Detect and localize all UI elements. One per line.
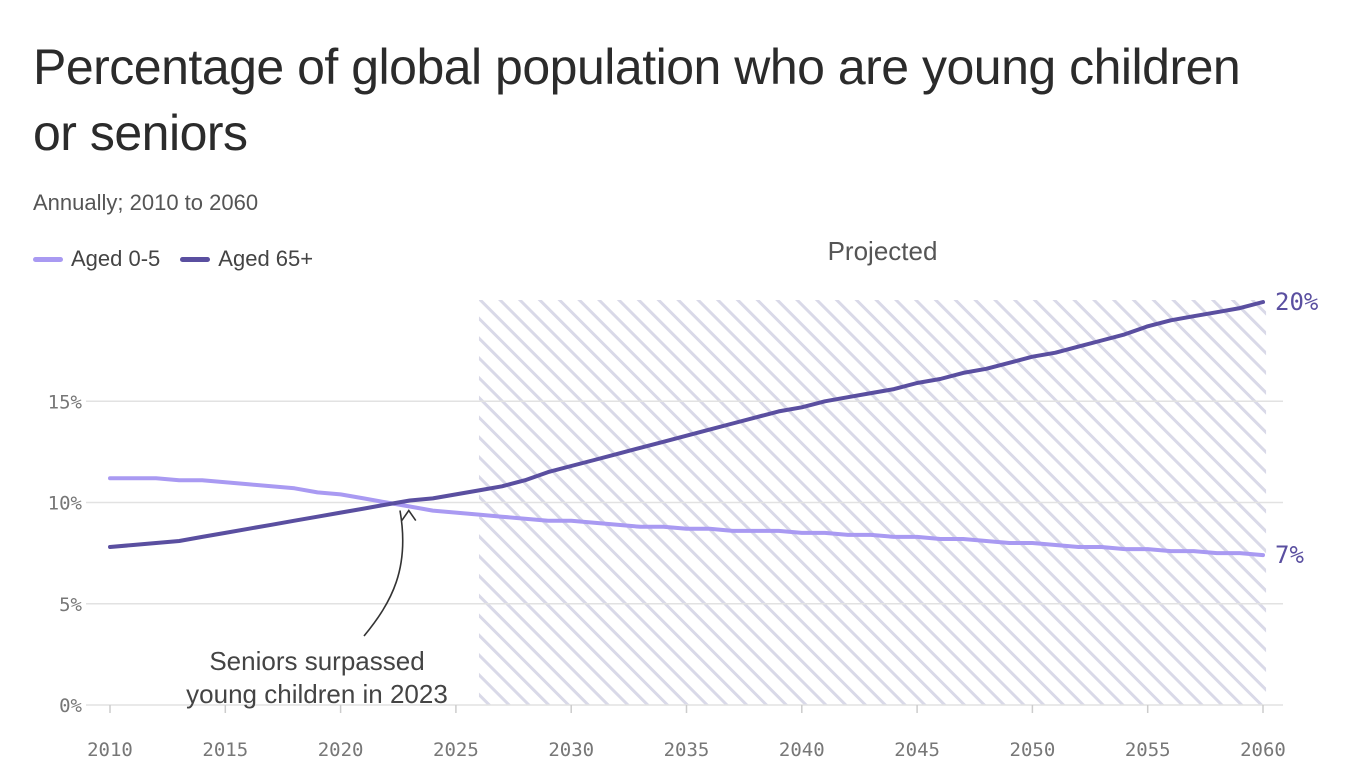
legend-item-aged-65-plus: Aged 65+ (180, 246, 313, 272)
projected-region: Projected (478, 236, 1267, 705)
grid-lines (86, 400, 1283, 706)
end-label-0: 7% (1275, 541, 1304, 569)
y-axis: 0% 5% 10% 15% (48, 391, 83, 717)
x-tick-label: 2045 (894, 739, 940, 761)
annotation-text: Seniors surpassed (209, 646, 424, 676)
x-tick-label: 2035 (664, 739, 710, 761)
legend-swatch-aged-65-plus (180, 256, 211, 262)
chart-title: Percentage of global population who are … (33, 39, 1241, 161)
end-label-1: 20% (1275, 288, 1319, 316)
legend-swatch-aged-0-5 (33, 256, 63, 262)
x-tick-label: 2040 (779, 739, 825, 761)
projected-label: Projected (828, 236, 938, 266)
series-line-aged-0-5 (108, 476, 1265, 558)
legend-item-aged-0-5: Aged 0-5 (33, 246, 160, 272)
x-tick-label: 2055 (1125, 739, 1171, 761)
x-tick-label: 2010 (87, 739, 133, 761)
legend-label-aged-65-plus: Aged 65+ (218, 246, 314, 271)
annotation-text: young children in 2023 (186, 679, 448, 709)
y-tick-label: 10% (48, 493, 83, 515)
x-tick-label: 2030 (548, 739, 594, 761)
annotation-arrowhead (401, 509, 417, 521)
x-tick-label: 2025 (433, 739, 479, 761)
y-tick-label: 15% (48, 391, 83, 413)
chart-subtitle: Annually; 2010 to 2060 (33, 190, 259, 215)
x-tick-label: 2020 (318, 739, 364, 761)
legend-label-aged-0-5: Aged 0-5 (71, 246, 161, 271)
series-lines: 7% 20% (108, 288, 1319, 569)
y-tick-label: 0% (59, 695, 82, 717)
legend: Aged 0-5 Aged 65+ (33, 246, 313, 272)
y-tick-label: 5% (59, 594, 82, 616)
annotation-arrow (363, 510, 404, 637)
x-tick-label: 2015 (202, 739, 248, 761)
x-tick-label: 2060 (1240, 739, 1286, 761)
series-line-aged-65- (108, 300, 1265, 549)
x-axis: 2010 2015 2020 2025 2030 2035 2040 2045 2050 2055… (87, 705, 1286, 761)
x-tick-label: 2050 (1010, 739, 1056, 761)
